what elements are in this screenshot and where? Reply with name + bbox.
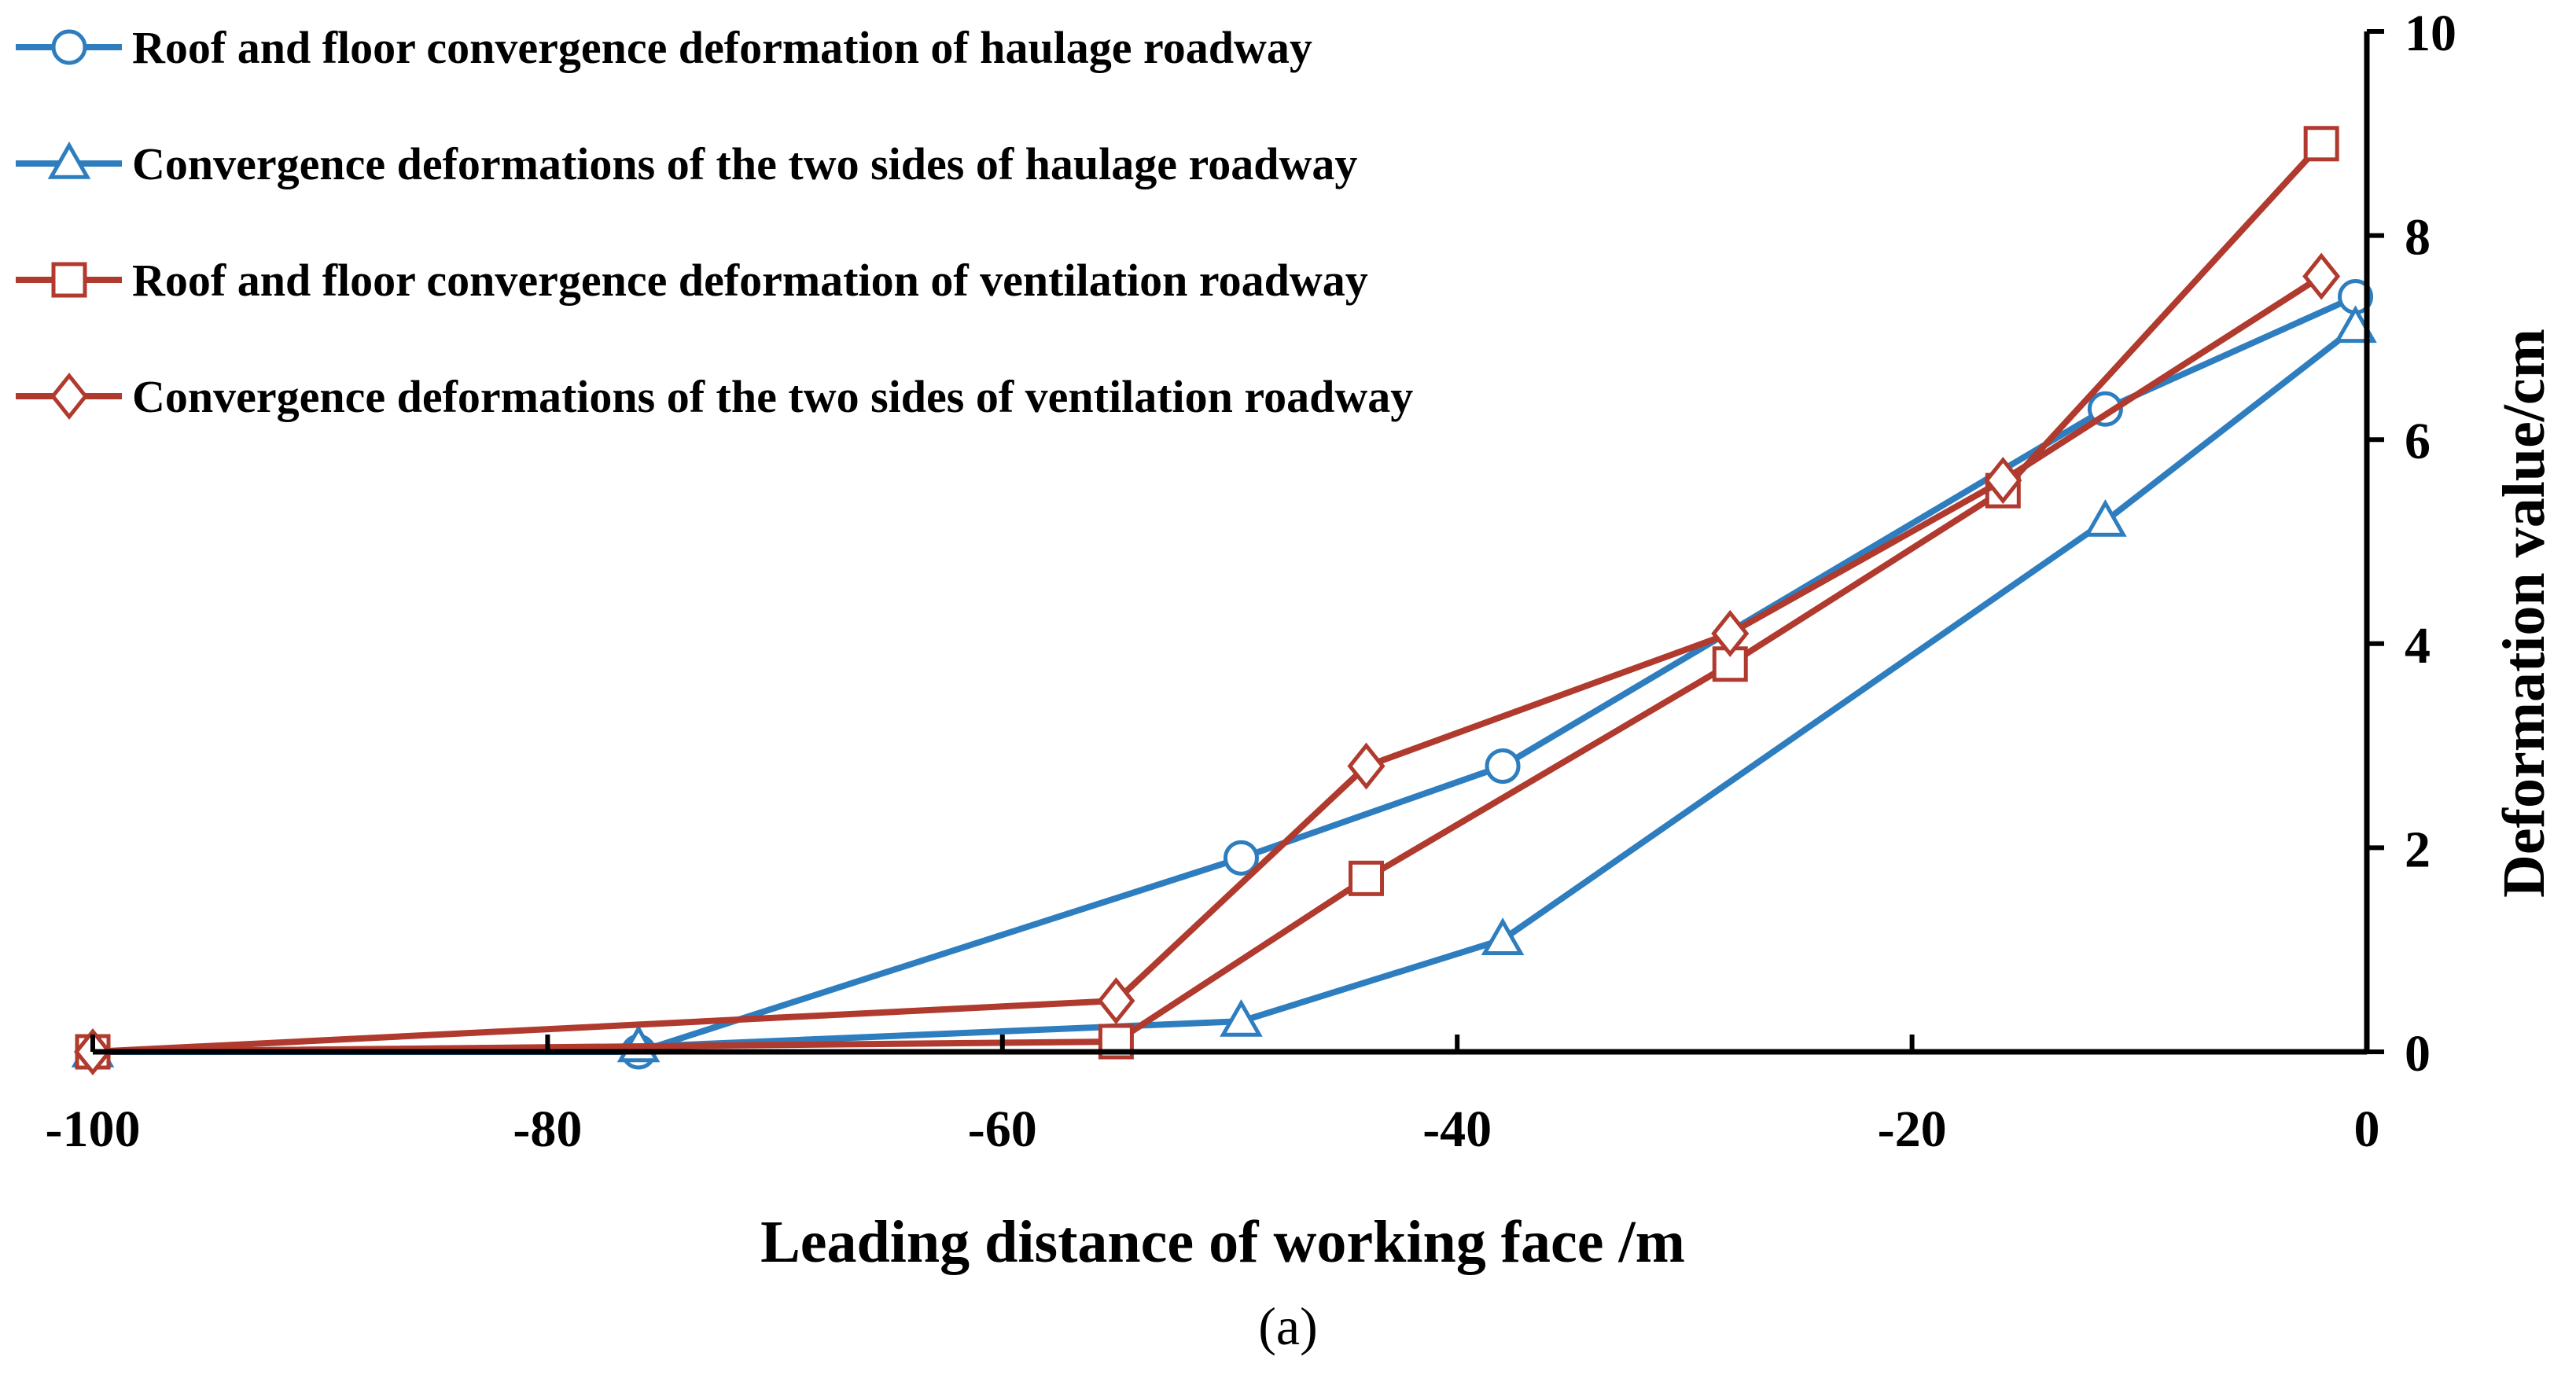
x-tick-label: 0 [2354,1101,2380,1158]
data-point [1984,457,2022,505]
x-tick-label: -80 [513,1101,582,1158]
legend-item: Roof and floor convergence deformation o… [16,22,1312,73]
x-tick-label: -40 [1422,1101,1492,1158]
legend-item: Roof and floor convergence deformation o… [16,255,1368,306]
legend-item: Convergence deformations of the two side… [16,371,1413,422]
y-tick-label: 2 [2405,821,2431,878]
legend-marker [50,372,89,421]
y-tick-label: 10 [2405,5,2456,62]
y-axis-title: Deformation value/cm [2491,329,2557,898]
x-tick-label: -100 [46,1101,141,1158]
y-tick-label: 6 [2405,413,2431,470]
y-tick-label: 0 [2405,1025,2431,1082]
legend-marker [47,141,91,179]
legend-label: Roof and floor convergence deformation o… [132,255,1368,306]
legend-item: Convergence deformations of the two side… [16,138,1357,189]
series-line [92,274,2324,1055]
figure-caption: (a) [1258,1296,1317,1356]
y-tick-label: 4 [2405,617,2431,674]
data-point [2303,126,2339,162]
legend-marker [51,29,87,65]
data-point [2302,252,2341,300]
legend: Roof and floor convergence deformation o… [16,22,1413,422]
legend-marker [51,262,87,298]
data-point [1097,977,1135,1025]
series-4 [73,252,2341,1076]
legend-label: Convergence deformations of the two side… [132,138,1357,189]
data-point [1711,609,1750,657]
x-tick-label: -60 [968,1101,1037,1158]
y-tick-label: 8 [2405,209,2431,266]
x-tick-label: -20 [1878,1101,1947,1158]
data-point [1220,999,1263,1037]
data-point [1223,840,1259,876]
series-line [92,142,2324,1055]
y-ticks: 0 2 4 6 8 10 [2367,5,2456,1082]
series-line [92,325,2357,1055]
legend-label: Roof and floor convergence deformation o… [132,22,1312,73]
data-point [1349,860,1385,896]
x-ticks: -100 -80 -60 -40 -20 0 [46,1035,2380,1158]
data-point [2084,499,2127,537]
data-point [1485,748,1521,785]
x-axis-title: Leading distance of working face /m [760,1209,1685,1275]
data-point [1481,917,1525,955]
series-2 [71,305,2377,1068]
data-point [1712,646,1748,682]
axes-layer [93,31,2370,1055]
data-point [1347,742,1386,790]
legend-label: Convergence deformations of the two side… [132,371,1413,422]
